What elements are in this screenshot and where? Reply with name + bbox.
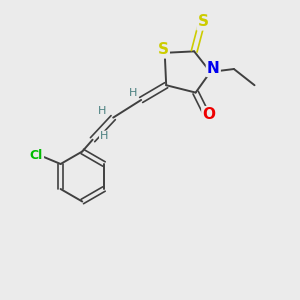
Text: S: S <box>158 42 169 57</box>
Text: S: S <box>197 14 208 29</box>
Text: N: N <box>207 61 220 76</box>
Text: H: H <box>129 88 137 98</box>
Text: O: O <box>202 107 215 122</box>
Text: H: H <box>98 106 106 116</box>
Text: H: H <box>100 131 108 141</box>
Text: Cl: Cl <box>30 149 43 162</box>
